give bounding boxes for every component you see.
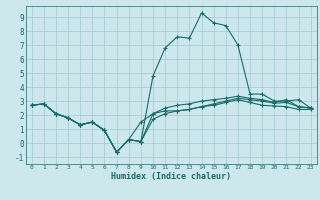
X-axis label: Humidex (Indice chaleur): Humidex (Indice chaleur) — [111, 172, 231, 181]
